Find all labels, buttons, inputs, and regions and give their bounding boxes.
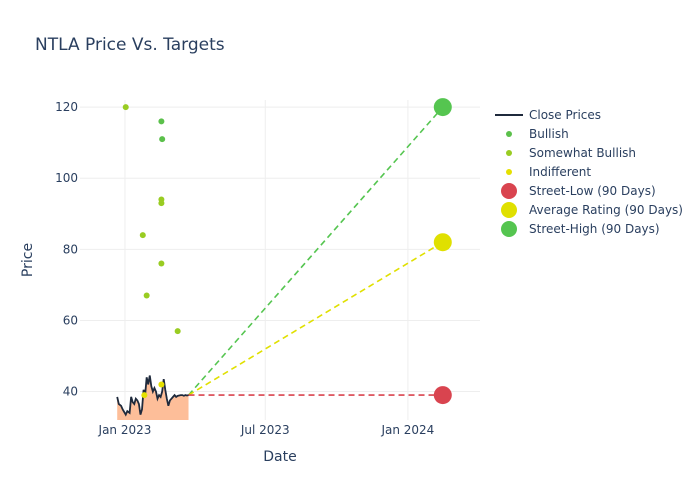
legend-average-rating-label: Average Rating (90 Days)	[529, 203, 683, 217]
legend-average-rating-swatch	[501, 202, 517, 218]
legend-street-low-label: Street-Low (90 Days)	[529, 184, 656, 198]
somewhat-bullish-point	[158, 200, 165, 207]
x-tick-label: Jul 2023	[240, 423, 290, 437]
x-axis-ticks: Jan 2023 Jul 2023 Jan 2024	[98, 423, 435, 437]
y-tick-label: 40	[63, 385, 78, 399]
street-high-projection	[187, 106, 444, 396]
legend-indifferent: Indifferent	[506, 165, 591, 179]
indifferent-point	[141, 392, 148, 399]
x-tick-label: Jan 2023	[98, 423, 152, 437]
indifferent-point	[158, 381, 165, 388]
legend-indifferent-swatch	[506, 169, 512, 175]
legend-street-high-swatch	[501, 221, 517, 237]
street-high-marker	[433, 98, 452, 117]
somewhat-bullish-point	[174, 328, 181, 335]
street-markers-layer	[433, 98, 452, 405]
y-tick-label: 100	[55, 171, 78, 185]
y-tick-label: 60	[63, 313, 78, 327]
legend-bullish-label: Bullish	[529, 127, 569, 141]
grid-layer	[80, 100, 480, 420]
plot-area	[80, 98, 480, 420]
projection-layer	[187, 106, 444, 396]
somewhat-bullish-point	[122, 104, 129, 111]
legend-street-high: Street-High (90 Days)	[501, 221, 660, 237]
legend-street-high-label: Street-High (90 Days)	[529, 222, 660, 236]
street-low-marker	[433, 386, 452, 405]
legend-street-low: Street-Low (90 Days)	[501, 183, 656, 199]
y-axis-ticks: 40 60 80 100 120	[55, 100, 78, 398]
legend-bullish-swatch	[506, 131, 512, 137]
somewhat-bullish-point	[143, 292, 150, 299]
legend-indifferent-label: Indifferent	[529, 165, 591, 179]
close-price-line	[116, 375, 189, 417]
y-axis-title: Price	[20, 243, 36, 277]
legend: Close Prices Bullish Somewhat Bullish Indif…	[495, 108, 683, 237]
x-axis-title: Date	[263, 449, 296, 465]
legend-close-prices-label: Close Prices	[529, 108, 601, 122]
close-price-area	[117, 375, 189, 420]
legend-somewhat-bullish-label: Somewhat Bullish	[529, 146, 636, 160]
average-rating-projection	[188, 241, 444, 396]
bullish-point	[159, 136, 166, 143]
y-tick-label: 80	[63, 242, 78, 256]
average-rating-marker	[433, 233, 452, 252]
legend-somewhat-bullish: Somewhat Bullish	[506, 146, 636, 160]
somewhat-bullish-point	[158, 260, 165, 267]
target-points-layer	[122, 104, 181, 399]
legend-close-prices: Close Prices	[495, 108, 601, 122]
close-price-layer	[116, 375, 189, 417]
legend-average-rating: Average Rating (90 Days)	[501, 202, 683, 218]
bullish-point	[158, 118, 165, 125]
legend-street-low-swatch	[501, 183, 517, 199]
chart-title: NTLA Price Vs. Targets	[35, 35, 225, 55]
x-tick-label: Jan 2024	[380, 423, 434, 437]
price-fill-layer	[117, 375, 189, 420]
legend-bullish: Bullish	[506, 127, 569, 141]
legend-somewhat-bullish-swatch	[506, 150, 512, 156]
somewhat-bullish-point	[139, 232, 146, 239]
y-tick-label: 120	[55, 100, 78, 114]
